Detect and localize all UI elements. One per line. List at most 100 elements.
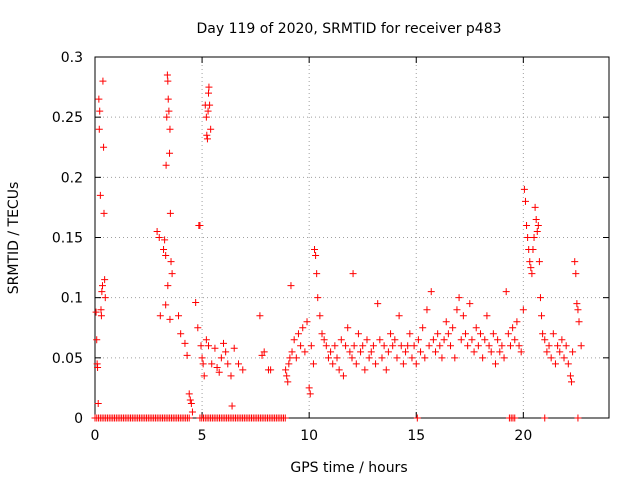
data-point [297, 342, 305, 350]
data-point [183, 351, 191, 359]
data-point [359, 342, 367, 350]
data-point [367, 348, 375, 356]
data-point [181, 339, 189, 347]
data-point [186, 396, 194, 404]
data-point [547, 354, 555, 362]
data-point [281, 414, 289, 422]
data-point [410, 342, 418, 350]
data-point [459, 312, 467, 320]
data-point [569, 348, 577, 356]
data-point [513, 318, 521, 326]
data-point [202, 113, 210, 121]
data-point [301, 348, 309, 356]
data-point [449, 324, 457, 332]
data-point [207, 125, 215, 133]
data-point [372, 360, 380, 368]
data-point [309, 360, 317, 368]
data-point [94, 363, 102, 371]
data-point [419, 324, 427, 332]
y-tick-label: 0.1 [61, 291, 83, 307]
data-point [539, 330, 547, 338]
data-point [474, 342, 482, 350]
data-point [440, 336, 448, 344]
data-point [536, 294, 544, 302]
data-point [566, 372, 574, 380]
data-point [541, 414, 549, 422]
data-point [524, 234, 532, 241]
data-point [94, 400, 102, 408]
data-point [204, 107, 212, 115]
data-point [95, 95, 103, 103]
x-tick-label: 15 [407, 428, 425, 444]
data-point [481, 336, 489, 344]
data-point [162, 301, 170, 309]
data-point [558, 336, 566, 344]
data-point [185, 414, 193, 422]
data-point [494, 336, 502, 344]
data-point [526, 258, 534, 266]
y-tick-label: 0.3 [61, 50, 83, 66]
data-point [491, 360, 499, 368]
data-point [290, 336, 298, 344]
data-point [166, 149, 174, 157]
data-point [213, 363, 221, 371]
data-point [556, 348, 564, 356]
data-point [534, 221, 542, 229]
data-point [432, 348, 440, 356]
y-tick-label: 0.05 [52, 351, 83, 367]
data-point [543, 348, 551, 356]
data-point [329, 360, 337, 368]
data-point [316, 312, 324, 320]
data-point [479, 354, 487, 362]
data-point [529, 246, 537, 254]
data-point [203, 135, 211, 143]
data-point [575, 318, 583, 326]
data-point [541, 336, 549, 344]
data-point [163, 71, 171, 79]
data-point [192, 298, 200, 306]
y-tick-label: 0.25 [52, 110, 83, 126]
data-point [352, 360, 360, 368]
data-point [527, 264, 535, 272]
data-point [288, 348, 296, 356]
data-point [444, 330, 452, 338]
data-point [414, 336, 422, 344]
data-point [528, 270, 536, 278]
data-point [549, 330, 557, 338]
y-tick-label: 0 [74, 411, 83, 427]
data-point [164, 282, 172, 290]
data-point [258, 351, 266, 359]
data-point [573, 300, 581, 308]
data-point [165, 107, 173, 115]
data-point [384, 348, 392, 356]
data-point [283, 372, 291, 380]
data-point [166, 315, 174, 323]
data-point [230, 344, 238, 352]
data-point [202, 336, 210, 344]
data-point [427, 288, 435, 296]
data-point [363, 336, 371, 344]
data-point [167, 258, 175, 266]
x-tick-label: 20 [514, 428, 532, 444]
data-point [462, 330, 470, 338]
data-point [577, 342, 585, 350]
data-point [545, 342, 553, 350]
x-tick-label: 5 [198, 428, 207, 444]
data-point [447, 342, 455, 350]
data-point [285, 360, 293, 368]
data-point [496, 348, 504, 356]
data-point [554, 342, 562, 350]
data-point [535, 258, 543, 266]
data-point [185, 390, 193, 398]
data-point [506, 342, 514, 350]
data-point [350, 342, 358, 350]
data-point [380, 342, 388, 350]
ticks: 0 5 10 15 20 0 0.05 0.1 0.15 0.2 0.25 0.3 [52, 50, 609, 444]
data-point [95, 125, 103, 133]
data-point [348, 354, 356, 362]
data-point [511, 414, 519, 422]
data-point [187, 400, 195, 408]
data-point [472, 324, 480, 332]
data-point [453, 306, 461, 314]
data-point [382, 366, 390, 374]
